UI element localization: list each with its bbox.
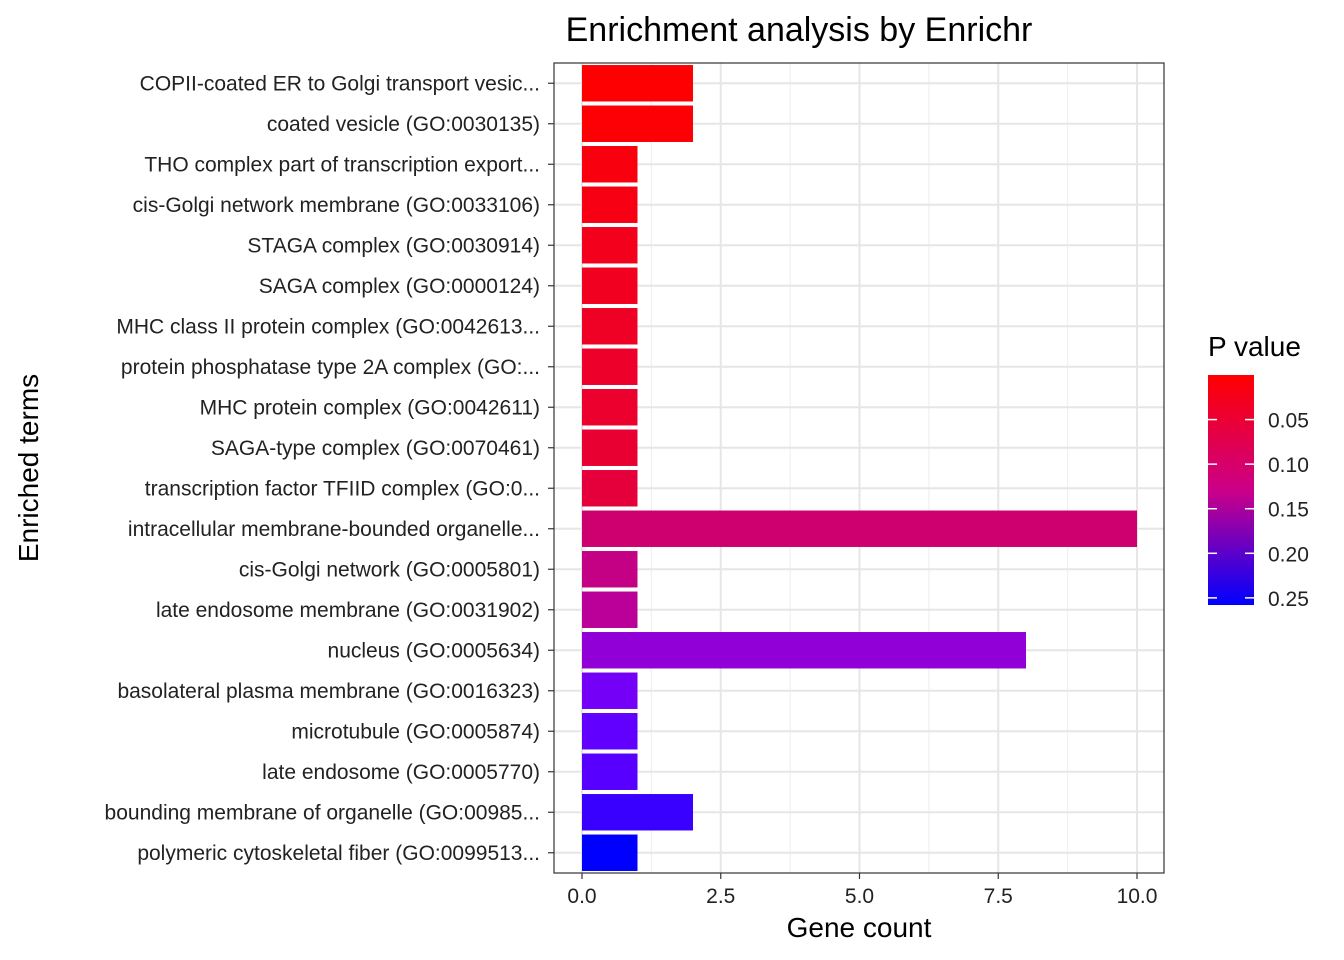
x-tick-label: 7.5 [984,885,1013,908]
y-tick-label: THO complex part of transcription export… [144,153,540,176]
legend-label: 0.05 [1268,410,1309,433]
y-tick-label: bounding membrane of organelle (GO:00985… [105,801,540,824]
y-tick-label: protein phosphatase type 2A complex (GO:… [121,356,540,379]
legend-label: 0.15 [1268,499,1309,522]
y-tick-label: coated vesicle (GO:0030135) [267,113,540,136]
bar [582,794,693,831]
legend-ticks: 0.05 0.10 0.15 0.20 0.25 [1208,410,1309,611]
bar [582,470,638,507]
legend-colorbar [1208,375,1254,605]
bar [582,713,638,750]
y-tick-label: cis-Golgi network membrane (GO:0033106) [133,194,540,217]
x-tick-label: 10.0 [1117,885,1158,908]
bar [582,551,638,588]
y-tick-label: late endosome (GO:0005770) [262,761,540,784]
y-tick-label: STAGA complex (GO:0030914) [247,234,540,257]
y-tick-label: late endosome membrane (GO:0031902) [156,599,540,622]
bar [582,308,638,345]
x-tick-label: 5.0 [845,885,874,908]
bar [582,672,638,709]
bar [582,389,638,426]
y-tick-label: basolateral plasma membrane (GO:0016323) [117,680,540,703]
y-tick-label: polymeric cytoskeletal fiber (GO:0099513… [137,842,540,865]
bar [582,510,1137,547]
x-tick-label: 2.5 [706,885,735,908]
bars [582,65,1137,871]
y-axis: COPII-coated ER to Golgi transport vesic… [105,72,554,865]
y-tick-label: MHC class II protein complex (GO:0042613… [116,315,540,338]
bar [582,105,693,142]
y-tick-label: intracellular membrane-bounded organelle… [128,518,540,541]
y-tick-label: MHC protein complex (GO:0042611) [200,396,540,419]
y-tick-label: microtubule (GO:0005874) [291,720,540,743]
x-axis: 0.0 2.5 5.0 7.5 10.0 [567,873,1157,908]
y-tick-label: SAGA complex (GO:0000124) [259,275,540,298]
legend-label: 0.20 [1268,543,1309,566]
y-tick-label: COPII-coated ER to Golgi transport vesic… [140,72,540,95]
bar [582,429,638,466]
bar [582,348,638,385]
legend-label: 0.10 [1268,454,1309,477]
y-tick-label: nucleus (GO:0005634) [328,639,540,662]
bar [582,227,638,264]
y-tick-label: SAGA-type complex (GO:0070461) [211,437,540,460]
grid-lines [554,63,1164,873]
y-tick-label: transcription factor TFIID complex (GO:0… [145,477,540,500]
bar [582,186,638,223]
bar [582,753,638,790]
bar [582,632,1026,669]
bar [582,834,638,871]
x-axis-title: Gene count [787,912,932,943]
bar [582,146,638,183]
bar [582,65,693,102]
bar [582,267,638,304]
chart-title: Enrichment analysis by Enrichr [566,11,1033,49]
x-tick-label: 0.0 [567,885,596,908]
bar [582,591,638,628]
y-axis-title: Enriched terms [13,374,44,562]
y-tick-label: cis-Golgi network (GO:0005801) [239,558,540,581]
p-value-legend: P value 0.05 0.10 0.15 0.20 0.25 [1208,331,1309,611]
legend-label: 0.25 [1268,588,1309,611]
legend-title: P value [1208,331,1301,362]
